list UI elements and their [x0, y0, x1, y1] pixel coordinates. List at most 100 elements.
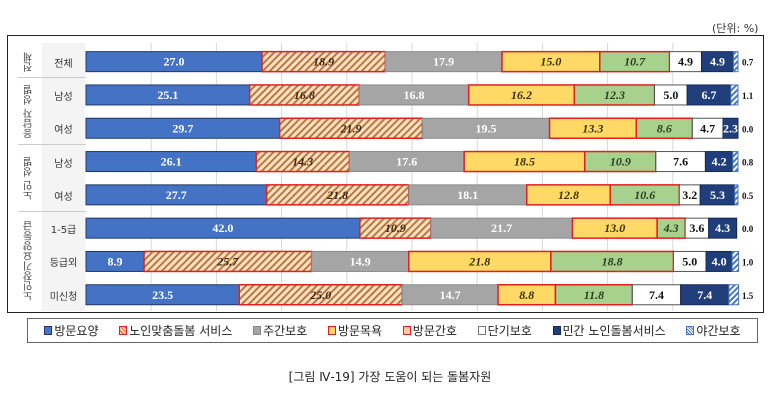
data-label: 23.5 — [152, 288, 173, 302]
data-label: 7.4 — [697, 288, 712, 302]
legend-label: 방문요양 — [54, 324, 99, 338]
category-label-column — [42, 43, 85, 311]
data-label: 17.9 — [433, 55, 454, 69]
data-label: 1.0 — [742, 257, 754, 267]
legend-swatch — [119, 326, 128, 335]
data-label: 1.5 — [742, 291, 754, 301]
data-label: 0.7 — [742, 58, 754, 68]
legend-label: 방문목욕 — [337, 324, 383, 338]
data-label: 5.3 — [710, 188, 725, 202]
bar-segment — [708, 217, 738, 239]
data-label: 25.7 — [216, 254, 239, 268]
data-label: 21.9 — [340, 121, 362, 135]
legend-swatch — [477, 326, 486, 335]
category-label: 미신청 — [49, 291, 78, 303]
category-label: 여성 — [54, 191, 73, 203]
data-label: 14.7 — [440, 288, 461, 302]
data-label: 25.1 — [157, 88, 178, 102]
category-label: 전체 — [54, 58, 73, 70]
data-label: 0.0 — [742, 224, 754, 234]
data-label: 18.1 — [457, 188, 478, 202]
data-label: 0.0 — [742, 124, 754, 134]
data-label: 16.2 — [511, 88, 532, 102]
legend-item: 방문요양 — [44, 322, 99, 339]
legend-item: 주간보호 — [253, 322, 307, 339]
data-label: 19.5 — [476, 121, 497, 135]
legend-label: 방문간호 — [412, 324, 457, 338]
data-label: 3.6 — [689, 221, 704, 235]
group-divider — [18, 143, 86, 145]
data-label: 2.3 — [723, 121, 738, 135]
legend-swatch — [686, 326, 695, 335]
data-label: 17.6 — [396, 155, 417, 169]
legend-label: 노인맞춤돌봄 서비스 — [129, 324, 233, 338]
data-label: 16.8 — [294, 88, 315, 102]
legend-swatch — [327, 326, 336, 335]
figure-caption: [그림 Ⅳ-19] 가장 도움이 되는 돌봄자원 — [288, 370, 492, 384]
data-label: 15.0 — [540, 55, 561, 69]
data-label: 21.8 — [326, 188, 348, 202]
legend-swatch — [402, 326, 411, 335]
legend-item: 단기보호 — [477, 322, 532, 339]
data-label: 13.3 — [582, 121, 603, 135]
legend-label: 주간보호 — [263, 324, 308, 338]
legend-item: 야간보호 — [686, 322, 741, 339]
legend-label: 단기보호 — [487, 324, 532, 338]
category-label: 등급외 — [49, 258, 78, 270]
bar-segment — [728, 284, 740, 306]
data-label: 29.7 — [172, 121, 193, 135]
data-label: 4.2 — [712, 155, 727, 169]
data-label: 7.6 — [673, 155, 688, 169]
legend-item: 방문목욕 — [327, 322, 383, 339]
legend-label: 야간보호 — [696, 324, 741, 338]
data-label: 8.9 — [108, 254, 123, 268]
legend-item: 민간 노인돌봄서비스 — [552, 322, 666, 339]
data-label: 10.9 — [610, 155, 631, 169]
data-label: 4.0 — [712, 254, 727, 268]
bar-segment — [734, 184, 739, 206]
data-label: 12.8 — [558, 188, 579, 202]
data-label: 27.7 — [166, 188, 187, 202]
data-label: 18.8 — [602, 254, 623, 268]
data-label: 18.5 — [514, 155, 535, 169]
data-label: 8.8 — [519, 288, 534, 302]
data-label: 0.5 — [742, 191, 754, 201]
bar-segment — [732, 151, 739, 173]
category-label: 남성 — [54, 158, 73, 170]
legend-swatch — [552, 326, 561, 335]
data-label: 21.8 — [468, 254, 490, 268]
bar-segment — [730, 84, 739, 106]
data-label: 5.0 — [682, 254, 697, 268]
data-label: 10.7 — [624, 55, 646, 69]
legend-label: 민간 노인돌봄서비스 — [562, 324, 666, 338]
data-label: 4.7 — [700, 121, 715, 135]
data-label: 5.0 — [663, 88, 678, 102]
data-label: 14.9 — [350, 254, 371, 268]
data-label: 42.0 — [212, 221, 233, 235]
data-label: 26.1 — [161, 155, 182, 169]
data-label: 14.3 — [292, 155, 313, 169]
data-label: 4.3 — [663, 221, 679, 235]
data-label: 3.2 — [682, 188, 697, 202]
group-divider — [18, 77, 86, 79]
data-label: 6.7 — [701, 88, 716, 102]
group-divider — [18, 210, 86, 212]
bar-segment — [731, 250, 740, 272]
data-label: 1.1 — [742, 91, 754, 101]
category-label: 여성 — [54, 125, 73, 137]
data-label: 4.9 — [678, 55, 693, 69]
data-label: 21.7 — [491, 221, 512, 235]
data-label: 7.4 — [649, 288, 664, 302]
data-label: 27.0 — [164, 55, 185, 69]
data-label: 11.8 — [584, 288, 604, 302]
data-label: 4.9 — [710, 55, 725, 69]
data-label: 16.8 — [403, 88, 424, 102]
legend: 방문요양 노인맞춤돌봄 서비스 주간보호 방문목욕 방문간호 단기보호 민간 노인돌봄서비스… — [27, 318, 758, 343]
category-label: 1-5급 — [50, 225, 77, 237]
data-label: 13.0 — [604, 221, 625, 235]
chart-frame — [7, 35, 764, 313]
data-label: 10.9 — [385, 221, 406, 235]
unit-label: (단위: %) — [712, 22, 759, 35]
data-label: 4.3 — [715, 221, 730, 235]
